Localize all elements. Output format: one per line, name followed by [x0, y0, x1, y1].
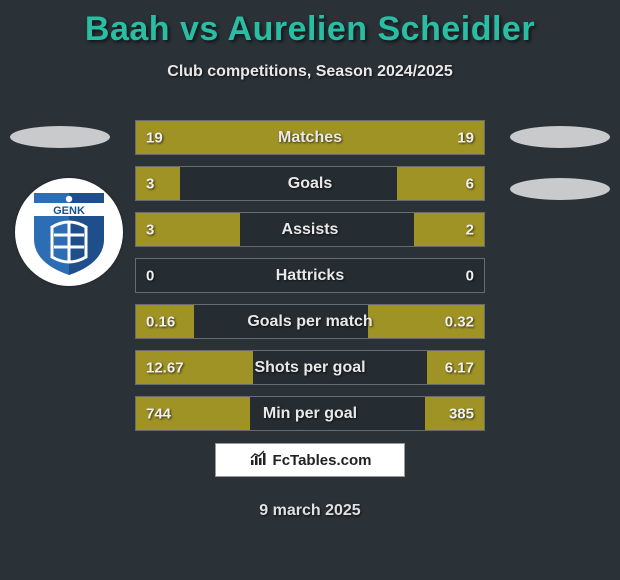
page-title: Baah vs Aurelien Scheidler	[0, 0, 620, 49]
player1-photo-placeholder	[10, 126, 110, 148]
stat-row: 0.160.32Goals per match	[135, 304, 485, 339]
stat-label: Goals per match	[136, 313, 484, 331]
player2-photo-placeholder	[510, 126, 610, 148]
crest-label: GENK	[53, 205, 85, 217]
date-text: 9 march 2025	[0, 502, 620, 520]
fctables-logo-icon	[249, 449, 267, 472]
stat-row: 744385Min per goal	[135, 396, 485, 431]
stat-row: 32Assists	[135, 212, 485, 247]
genk-crest-icon: GENK	[30, 187, 108, 277]
subtitle: Club competitions, Season 2024/2025	[0, 63, 620, 81]
stats-panel: 1919Matches 36Goals 32Assists 00Hattricks 0.…	[135, 120, 485, 442]
stat-row: 1919Matches	[135, 120, 485, 155]
stat-label: Hattricks	[136, 267, 484, 285]
source-badge-text: FcTables.com	[273, 452, 372, 469]
stat-row: 00Hattricks	[135, 258, 485, 293]
source-badge: FcTables.com	[215, 443, 405, 477]
stat-label: Matches	[136, 129, 484, 147]
club-crest: GENK	[15, 178, 123, 286]
stat-label: Goals	[136, 175, 484, 193]
stat-label: Assists	[136, 221, 484, 239]
stat-label: Shots per goal	[136, 359, 484, 377]
stat-row: 12.676.17Shots per goal	[135, 350, 485, 385]
stat-row: 36Goals	[135, 166, 485, 201]
stat-label: Min per goal	[136, 405, 484, 423]
player2-club-photo-placeholder	[510, 178, 610, 200]
